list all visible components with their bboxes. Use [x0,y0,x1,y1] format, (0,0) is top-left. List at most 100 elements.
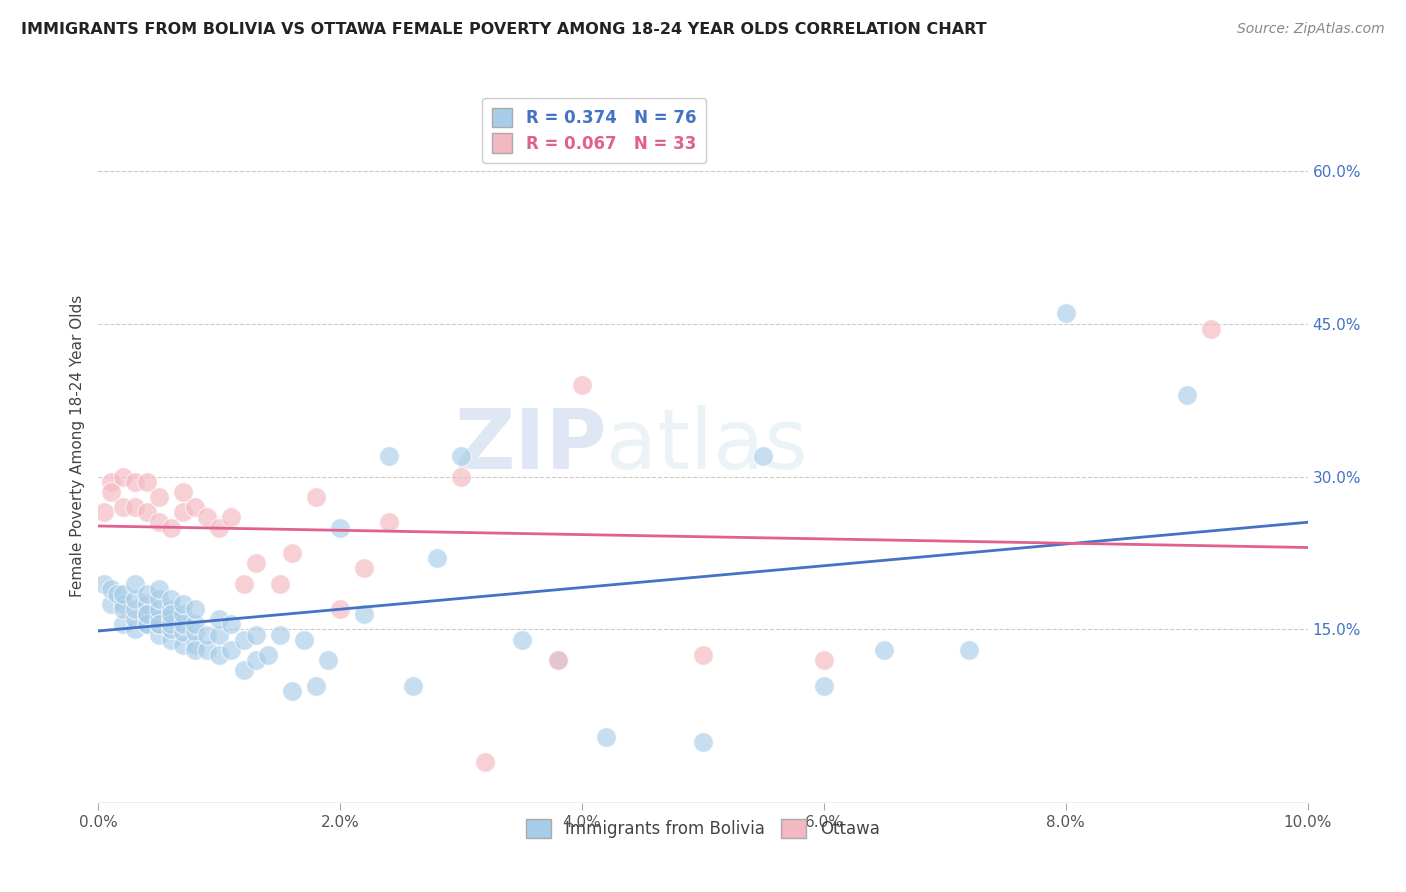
Point [245,627,267,641]
Point [232,663,254,677]
Point [135,587,157,601]
Legend: Immigrants from Bolivia, Ottawa: Immigrants from Bolivia, Ottawa [520,812,886,845]
Point [135,607,157,622]
Point [160,617,183,632]
Point [135,617,157,632]
Point [245,556,267,570]
Point [172,484,194,499]
Point [124,612,146,626]
Point [111,587,134,601]
Point [208,648,231,662]
Point [148,591,170,606]
Point [100,484,122,499]
Point [269,627,291,641]
Point [195,627,218,641]
Point [450,449,472,463]
Point [111,500,134,515]
Text: atlas: atlas [606,406,808,486]
Point [208,520,231,534]
Point [100,475,122,489]
Point [184,617,207,632]
Point [135,505,157,519]
Point [1054,306,1077,320]
Text: Source: ZipAtlas.com: Source: ZipAtlas.com [1237,22,1385,37]
Point [184,638,207,652]
Point [105,587,128,601]
Point [269,576,291,591]
Y-axis label: Female Poverty Among 18-24 Year Olds: Female Poverty Among 18-24 Year Olds [69,295,84,597]
Point [124,623,146,637]
Point [148,490,170,504]
Point [221,617,243,632]
Point [135,475,157,489]
Point [232,576,254,591]
Point [281,683,304,698]
Point [172,505,194,519]
Point [1175,388,1198,402]
Point [873,643,896,657]
Point [256,648,278,662]
Point [135,597,157,611]
Point [184,602,207,616]
Point [281,546,304,560]
Point [160,623,183,637]
Point [377,516,399,530]
Point [160,591,183,606]
Point [221,510,243,524]
Point [184,624,207,639]
Point [813,653,835,667]
Point [195,510,218,524]
Point [111,469,134,483]
Point [450,469,472,483]
Point [292,632,315,647]
Point [245,653,267,667]
Point [148,627,170,641]
Point [148,602,170,616]
Point [329,602,352,616]
Point [172,624,194,639]
Point [148,617,170,632]
Point [813,679,835,693]
Text: ZIP: ZIP [454,406,606,486]
Point [124,591,146,606]
Point [195,643,218,657]
Point [208,627,231,641]
Point [160,602,183,616]
Point [595,730,617,744]
Point [547,653,569,667]
Point [957,643,980,657]
Point [148,612,170,626]
Point [692,734,714,748]
Point [111,617,134,632]
Point [148,516,170,530]
Text: IMMIGRANTS FROM BOLIVIA VS OTTAWA FEMALE POVERTY AMONG 18-24 YEAR OLDS CORRELATI: IMMIGRANTS FROM BOLIVIA VS OTTAWA FEMALE… [21,22,987,37]
Point [111,597,134,611]
Point [160,607,183,622]
Point [172,638,194,652]
Point [100,597,122,611]
Point [148,617,170,632]
Point [329,520,352,534]
Point [305,679,328,693]
Point [93,505,115,519]
Point [402,679,425,693]
Point [135,607,157,622]
Point [184,500,207,515]
Point [353,607,375,622]
Point [124,500,146,515]
Point [172,597,194,611]
Point [305,490,328,504]
Point [221,643,243,657]
Point [148,582,170,596]
Point [111,602,134,616]
Point [316,653,339,667]
Point [571,377,593,392]
Point [124,475,146,489]
Point [474,755,496,769]
Point [172,607,194,622]
Point [1199,322,1222,336]
Point [208,612,231,626]
Point [160,520,183,534]
Point [692,648,714,662]
Point [124,576,146,591]
